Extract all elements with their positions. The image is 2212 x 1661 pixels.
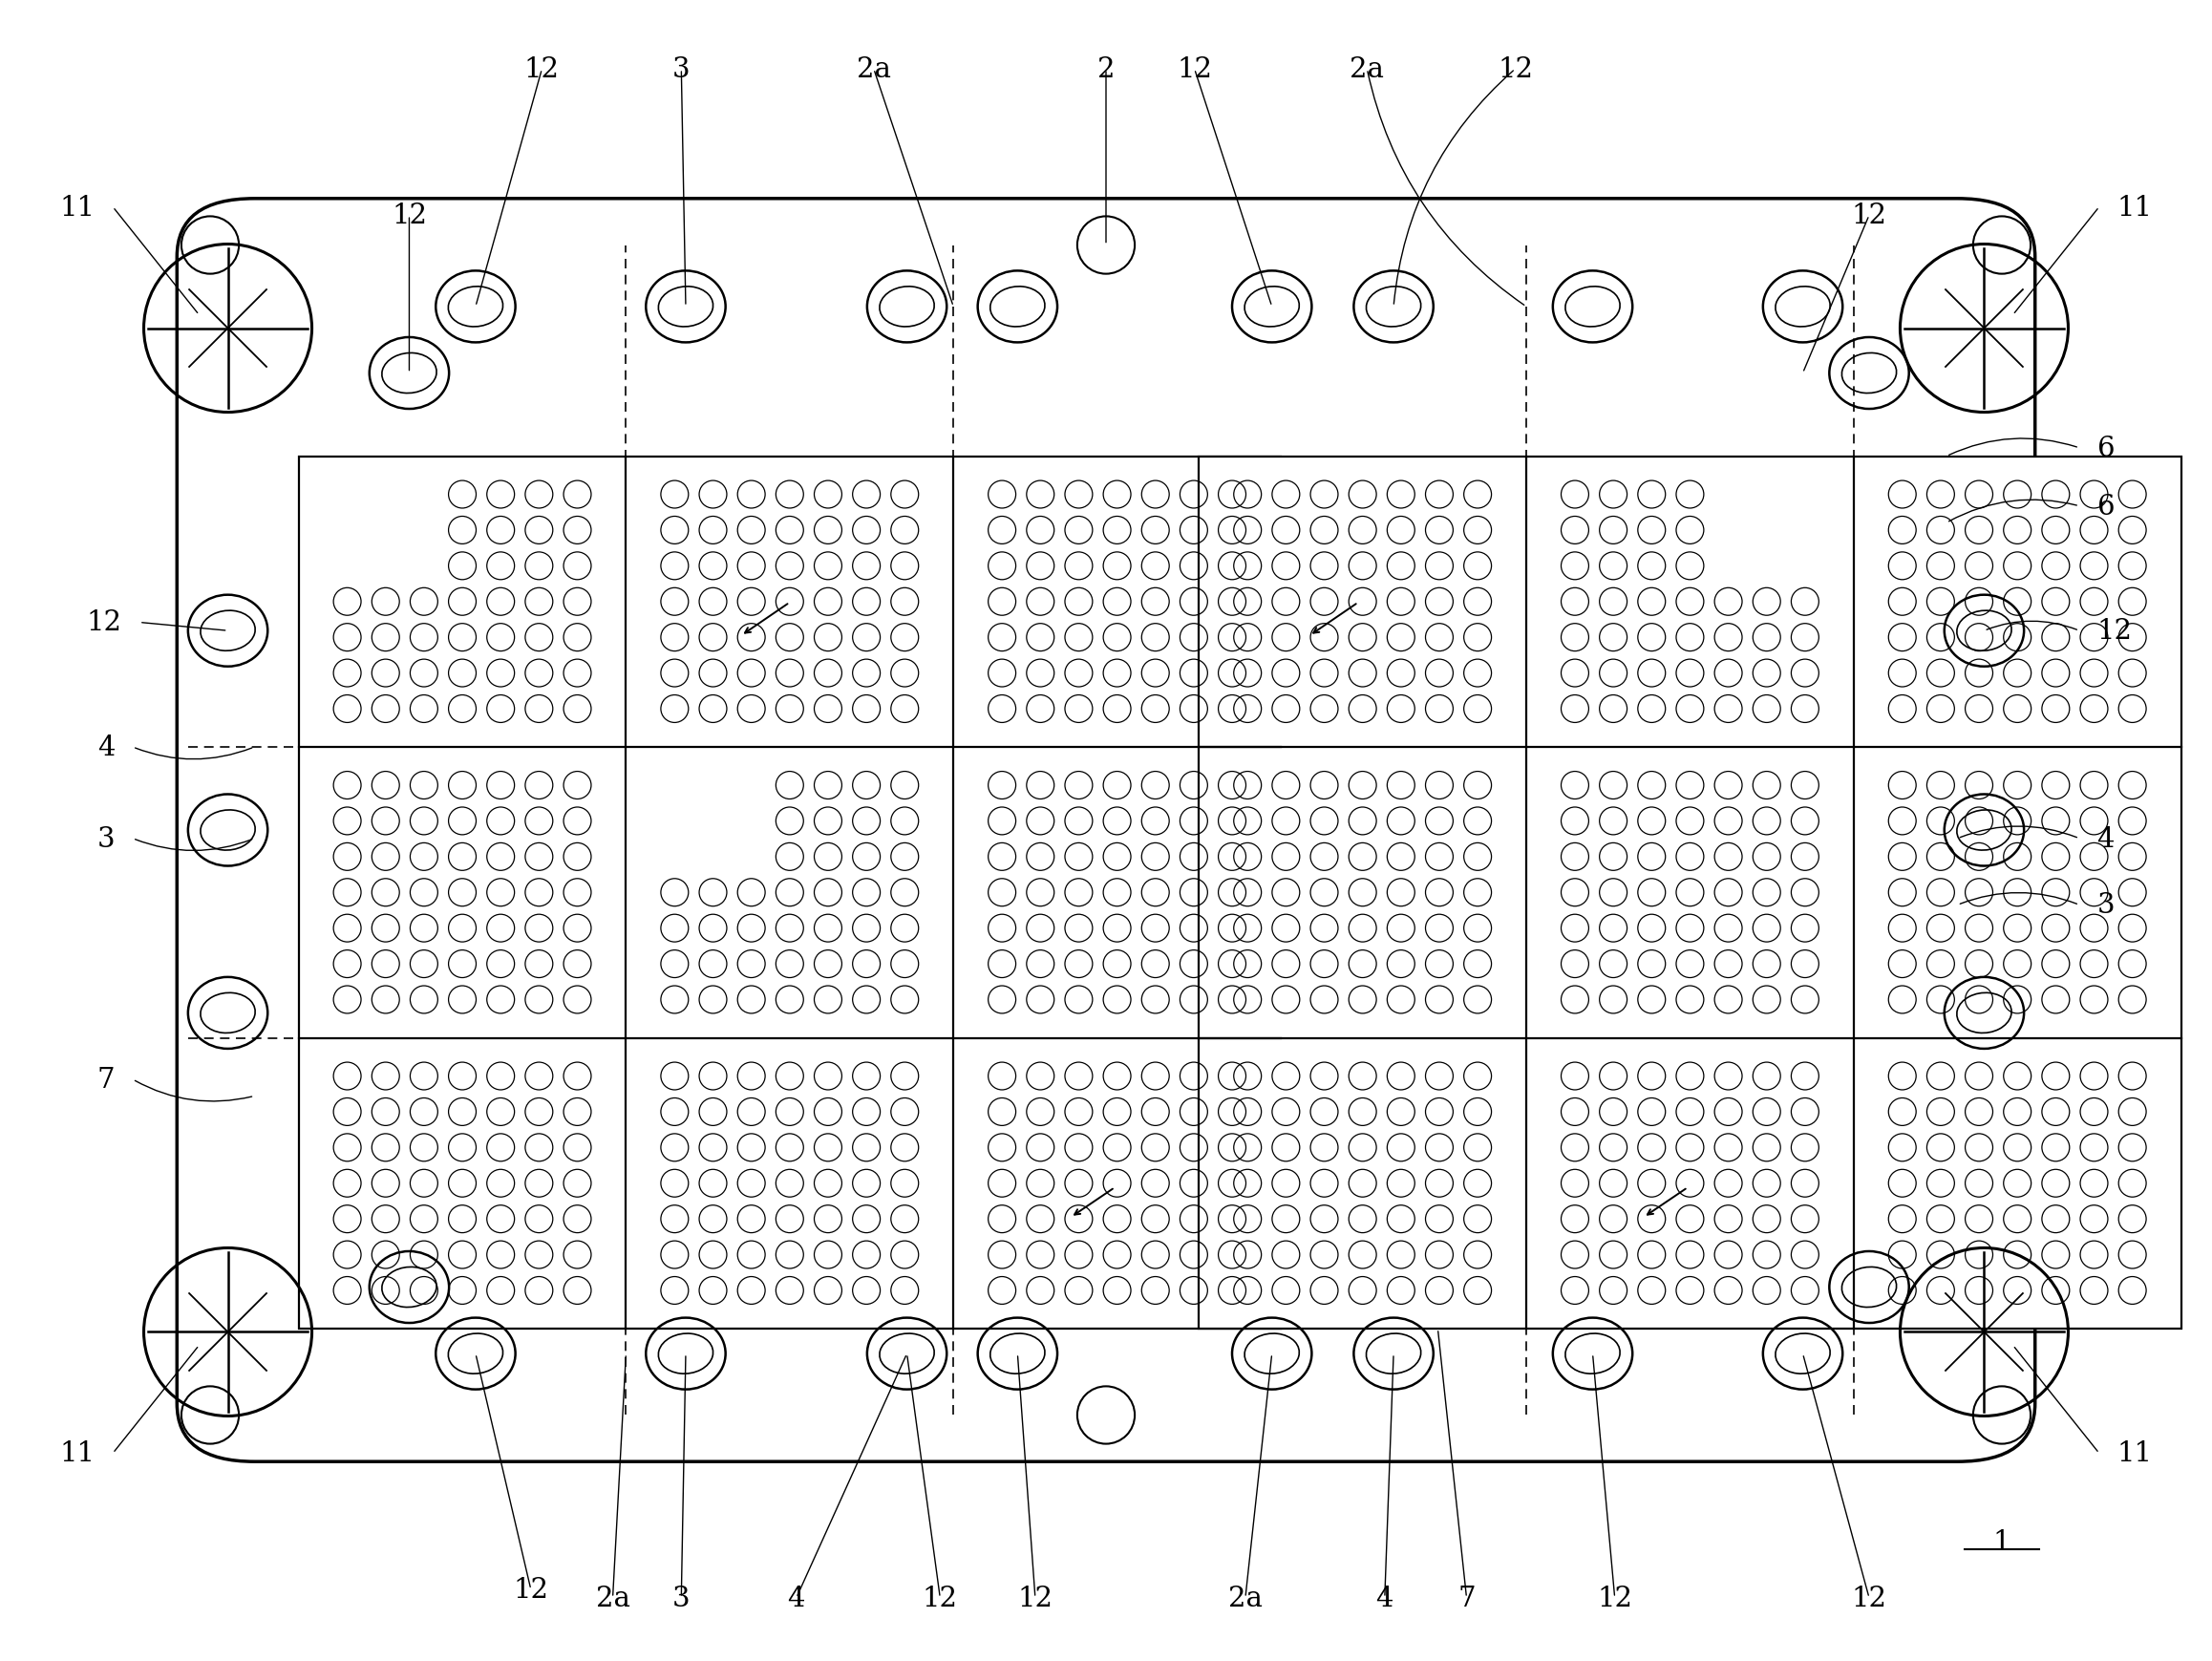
Text: 12: 12: [1177, 56, 1212, 83]
Text: 6: 6: [2097, 435, 2115, 462]
Text: 6: 6: [2097, 493, 2115, 520]
Text: 12: 12: [1498, 56, 1533, 83]
Text: 12: 12: [86, 610, 122, 636]
Text: 2a: 2a: [1228, 1585, 1263, 1611]
Text: 11: 11: [2117, 1440, 2152, 1467]
Text: 11: 11: [2117, 194, 2152, 221]
Text: 12: 12: [2097, 618, 2132, 644]
Text: 12: 12: [392, 203, 427, 229]
Text: 4: 4: [97, 734, 115, 761]
Text: 3: 3: [672, 56, 690, 83]
FancyBboxPatch shape: [177, 199, 2035, 1462]
Text: 4: 4: [787, 1585, 805, 1611]
Text: 12: 12: [1597, 1585, 1632, 1611]
Text: 12: 12: [1018, 1585, 1053, 1611]
Text: 11: 11: [60, 1440, 95, 1467]
Text: 12: 12: [922, 1585, 958, 1611]
Text: 2a: 2a: [595, 1585, 630, 1611]
Text: 2: 2: [1097, 56, 1115, 83]
Bar: [299, 457, 1281, 1329]
Text: 3: 3: [2097, 892, 2115, 919]
Text: 12: 12: [1851, 1585, 1887, 1611]
Text: 12: 12: [1851, 203, 1887, 229]
Text: 7: 7: [1458, 1585, 1475, 1611]
Bar: [1199, 457, 2181, 1329]
Text: 1: 1: [1993, 1528, 2011, 1555]
Text: 4: 4: [2097, 826, 2115, 852]
Text: 4: 4: [1376, 1585, 1394, 1611]
Text: 12: 12: [513, 1576, 549, 1603]
Text: 2a: 2a: [856, 56, 891, 83]
Text: 3: 3: [97, 826, 115, 852]
Text: 11: 11: [60, 194, 95, 221]
Text: 7: 7: [97, 1066, 115, 1093]
Text: 2a: 2a: [1349, 56, 1385, 83]
Text: 12: 12: [524, 56, 560, 83]
Text: 3: 3: [672, 1585, 690, 1611]
